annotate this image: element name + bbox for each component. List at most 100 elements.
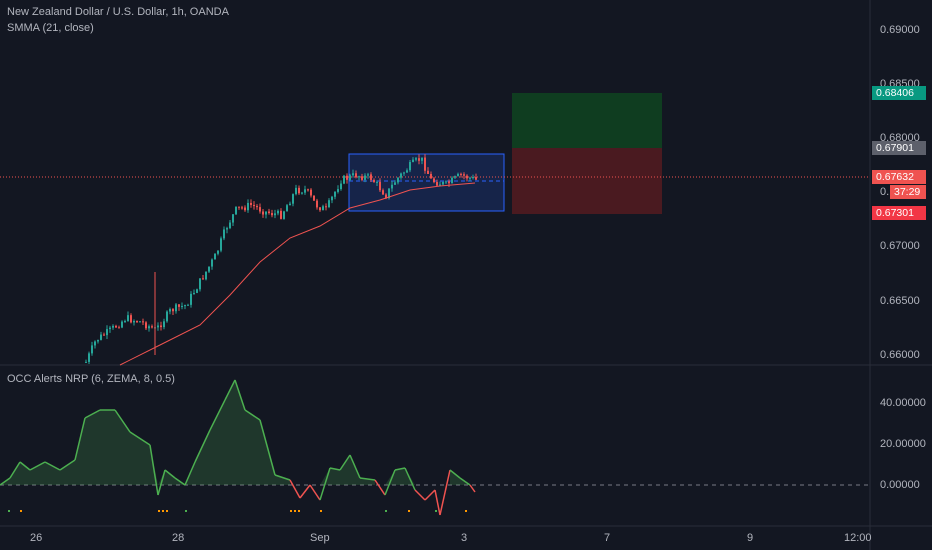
signal-dot	[435, 510, 437, 512]
osc-segment	[299, 484, 311, 499]
candle-body	[469, 177, 471, 179]
candle-body	[202, 278, 204, 280]
osc-segment	[184, 461, 196, 486]
symbol-title[interactable]: New Zealand Dollar / U.S. Dollar, 1h, OA…	[7, 6, 229, 18]
osc-fill	[195, 430, 210, 485]
candle-body	[193, 292, 195, 294]
osc-fill	[100, 410, 115, 485]
candle-body	[136, 320, 138, 323]
oscillator-legend[interactable]: OCC Alerts NRP (6, ZEMA, 8, 0.5)	[7, 373, 175, 385]
take-profit-tag: 0.68406	[872, 86, 926, 100]
candle-body	[262, 211, 264, 215]
candle-body	[253, 204, 255, 207]
candle-body	[265, 211, 267, 215]
osc-fill	[275, 475, 290, 485]
candle-body	[277, 210, 279, 214]
candle-body	[352, 173, 354, 176]
time-tick: 3	[461, 532, 468, 544]
candle-body	[331, 196, 333, 201]
candle-body	[223, 229, 225, 239]
candle-body	[199, 278, 201, 290]
osc-tick: 0.00000	[880, 479, 920, 491]
candle-body	[238, 206, 240, 208]
osc-segment	[404, 467, 416, 491]
candle-body	[307, 189, 309, 191]
candle-body	[319, 207, 321, 211]
osc-segment	[259, 419, 276, 476]
candle-body	[421, 157, 423, 161]
osc-segment	[244, 409, 261, 421]
candle-body	[196, 289, 198, 293]
osc-fill	[75, 418, 85, 485]
candle-body	[430, 173, 432, 179]
candle-body	[298, 187, 300, 194]
candle-body	[85, 361, 87, 363]
candle-body	[412, 159, 414, 163]
signal-dot	[298, 510, 300, 512]
candle-body	[343, 175, 345, 184]
candle-body	[139, 321, 141, 323]
candle-body	[172, 309, 174, 312]
candle-body	[448, 181, 450, 184]
take-profit-zone[interactable]	[512, 93, 662, 148]
osc-segment	[129, 431, 151, 446]
candle-body	[367, 174, 369, 176]
candle-body	[403, 172, 405, 174]
osc-fill	[165, 470, 175, 485]
candle-body	[103, 334, 105, 336]
candle-body	[286, 205, 288, 212]
candle-body	[235, 206, 237, 215]
candle-body	[232, 214, 234, 223]
signal-dot	[290, 510, 292, 512]
candle-body	[337, 189, 339, 192]
osc-fill	[235, 380, 245, 485]
candle-body	[106, 329, 108, 336]
candle-body	[394, 182, 396, 185]
candle-body	[397, 177, 399, 183]
candle-body	[358, 176, 360, 178]
price-tick-partial: 0.	[880, 186, 890, 198]
signal-dot	[320, 510, 322, 512]
smma-legend[interactable]: SMMA (21, close)	[7, 22, 94, 34]
candle-body	[436, 182, 438, 186]
candle-body	[184, 305, 186, 307]
candle-body	[160, 325, 162, 328]
entry-tag: 0.67901	[872, 141, 926, 155]
candle-body	[301, 192, 303, 194]
osc-segment	[394, 467, 406, 471]
osc-fill	[20, 462, 30, 485]
signal-dot	[408, 510, 410, 512]
candle-body	[451, 177, 453, 184]
candle-body	[112, 325, 114, 328]
candle-body	[475, 177, 477, 180]
candle-body	[313, 195, 315, 201]
osc-segment	[194, 429, 211, 463]
candle-body	[376, 181, 378, 183]
candlesticks	[85, 154, 477, 364]
candle-body	[169, 309, 171, 312]
candle-body	[259, 207, 261, 212]
candle-body	[442, 181, 444, 185]
candle-body	[355, 173, 357, 178]
candle-body	[295, 187, 297, 195]
osc-segment	[414, 489, 426, 501]
time-tick: 26	[30, 532, 43, 544]
candle-body	[175, 304, 177, 312]
candle-body	[445, 181, 447, 183]
candle-body	[166, 311, 168, 322]
osc-segment	[319, 467, 331, 501]
osc-fill	[225, 380, 235, 485]
candle-body	[361, 176, 363, 180]
candle-body	[205, 271, 207, 280]
stop-loss-zone[interactable]	[512, 148, 662, 214]
time-tick: 28	[172, 532, 185, 544]
osc-segment	[339, 454, 351, 471]
candle-body	[409, 162, 411, 171]
candle-body	[208, 266, 210, 272]
candle-body	[433, 178, 435, 183]
last-price-tag: 0.67632	[872, 170, 926, 184]
osc-segment	[234, 379, 246, 411]
candle-body	[145, 322, 147, 329]
osc-segment	[359, 477, 376, 481]
